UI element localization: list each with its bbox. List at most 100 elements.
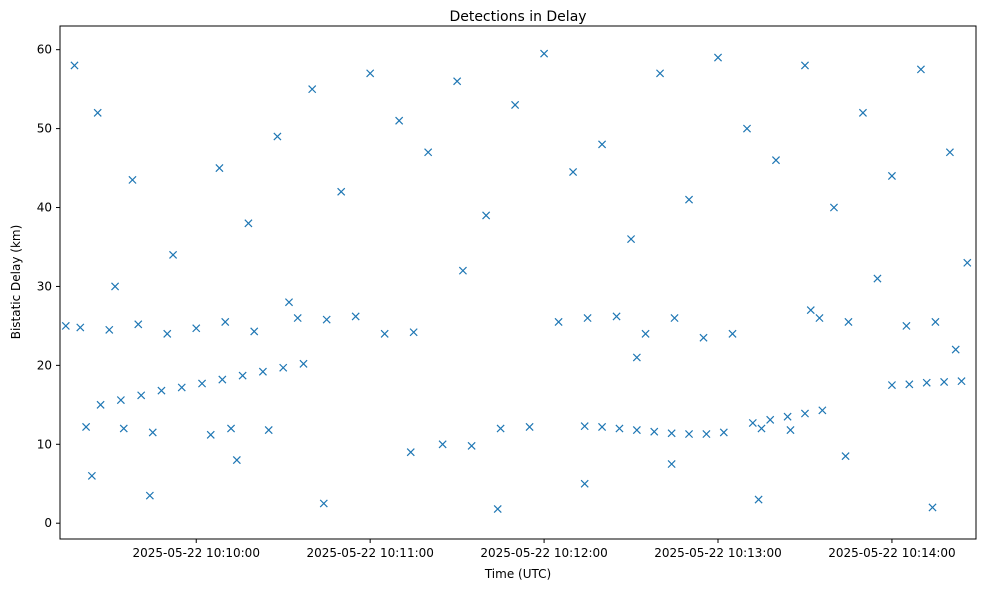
data-point [771,156,781,165]
data-point [931,317,940,326]
data-point [232,456,241,465]
data-point [928,503,937,512]
data-point [511,100,520,109]
data-point [829,203,838,212]
data-point [569,167,578,177]
data-point [540,49,549,58]
data-point [273,132,282,141]
data-point [458,266,467,275]
data-point [951,345,960,354]
x-axis-ticks: 2025-05-22 10:10:00 2025-05-22 10:11:00 20… [133,539,956,560]
x-tick-label: 2025-05-22 10:13:00 [654,546,781,560]
data-point [264,426,273,435]
data-point [702,430,711,439]
data-point [945,148,954,157]
y-tick-label: 50 [37,122,52,136]
data-point [615,424,624,433]
data-point [93,108,102,117]
data-point [728,329,737,338]
data-point [800,409,809,418]
data-point [177,383,186,392]
data-point [319,499,328,508]
data-point [299,359,308,368]
data-point [496,424,505,433]
data-point [580,479,589,488]
data-point [105,325,114,334]
data-point [632,353,641,362]
data-point [238,371,247,380]
data-point [525,422,534,431]
data-point [116,396,125,405]
y-axis-ticks: 0 10 20 30 40 50 60 [37,43,60,530]
data-point [119,424,128,433]
data-point [766,415,775,424]
data-point [685,195,694,204]
data-point [844,317,853,326]
data-point [887,171,896,180]
data-point [482,211,491,220]
data-point [145,491,154,500]
data-point [757,424,766,433]
data-point [940,377,949,386]
data-point [963,258,972,267]
scatter-points [61,49,972,514]
data-point [699,333,708,342]
data-point [685,430,694,439]
data-point [841,452,850,461]
data-point [598,140,607,149]
data-point [905,380,914,389]
data-point [719,428,728,437]
data-point [169,250,178,259]
data-point [800,61,809,70]
data-point [670,313,679,323]
data-point [206,430,215,439]
data-point [322,315,331,324]
data-point [493,504,502,514]
data-point [284,298,294,307]
data-point [96,400,105,409]
data-point [815,313,824,323]
data-point [192,324,201,333]
data-point [754,495,763,504]
data-point [215,164,224,173]
data-point [148,428,157,437]
data-point [128,175,137,184]
data-point [554,317,563,326]
x-tick-label: 2025-05-22 10:12:00 [480,546,607,560]
chart-title: Detections in Delay [449,9,586,25]
data-point [902,321,911,330]
y-tick-label: 10 [37,437,52,451]
data-point [713,53,723,62]
data-point [366,69,375,78]
data-point [380,329,389,338]
data-point [580,422,589,431]
data-point [218,375,227,384]
y-tick-label: 20 [37,358,52,372]
data-point [244,219,253,228]
data-point [87,471,96,480]
data-point [279,363,288,372]
data-point [227,424,236,433]
data-point [632,426,641,435]
data-point [612,312,621,321]
data-point [351,312,360,321]
data-point [337,187,346,196]
data-point [916,65,925,74]
data-point [250,327,259,336]
data-point [137,391,146,400]
x-tick-label: 2025-05-22 10:11:00 [306,546,433,560]
data-point [818,406,827,415]
data-point [406,448,415,457]
data-point [786,426,795,435]
data-point [134,320,143,329]
data-point [656,69,665,78]
x-tick-label: 2025-05-22 10:10:00 [133,546,260,560]
data-point [598,422,607,431]
data-point [198,379,207,388]
data-point [650,427,659,436]
x-axis-label: Time (UTC) [484,567,551,581]
data-point [583,313,592,323]
data-point [157,386,166,395]
data-point [806,306,815,315]
data-point [308,85,317,94]
